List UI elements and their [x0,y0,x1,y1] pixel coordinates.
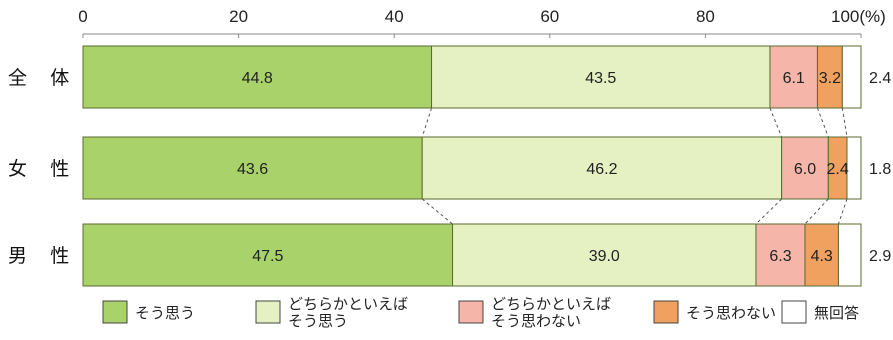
bar-segment [846,136,862,200]
legend: そう思う どちらかといえばそう思う どちらかといえばそう思わない そう思わない 無回答 [102,296,859,330]
data-label: 47.5 [252,248,283,265]
legend-swatch [102,300,128,324]
category-label: 女 性 [8,158,78,180]
connector-line [841,107,848,138]
data-label: 6.1 [783,70,805,87]
bar-segment [837,223,862,287]
bar-segment [452,223,757,287]
bar-segment [82,136,423,200]
category-label: 全 体 [8,67,78,89]
connector-line [755,198,782,225]
connector-line [769,107,783,138]
bar-segment [431,45,771,109]
x-tick-label: 20 [229,7,248,26]
bars [82,45,862,287]
connector-line [816,107,829,138]
data-label: 2.4 [869,70,891,87]
bar-segment [421,136,783,200]
data-label: 39.0 [589,248,620,265]
connector-line [837,198,848,225]
connector-line [421,107,433,138]
value-labels: 44.8 43.5 6.1 3.2 2.4 43.6 46.2 6.0 2.4 1.8 47.5 39… [237,70,891,265]
x-tick-label: 80 [696,7,715,26]
legend-swatch [653,300,679,324]
data-label: 6.0 [794,161,816,178]
connector-lines [421,107,848,225]
bar-segment [816,45,843,109]
connector-line [421,198,453,225]
x-tick-label: 40 [385,7,404,26]
data-label: 2.9 [869,248,891,265]
bar-segment [841,45,862,109]
data-label: 3.2 [819,70,841,87]
legend-label: そう思う [135,305,195,322]
legend-swatch [458,300,484,324]
data-label: 43.5 [585,70,616,87]
legend-label: そう思わない [686,305,776,322]
legend-label: どちらかといえばそう思わない [491,296,611,330]
category-label: 男 性 [8,245,78,267]
bar-segment [781,136,829,200]
data-label: 2.4 [827,161,849,178]
data-label: 44.8 [242,70,273,87]
x-tick-label: 0 [78,7,87,26]
connector-line [804,198,829,225]
bar-segment [804,223,839,287]
x-axis: 0 20 40 60 80 100(%) [78,7,886,38]
legend-label: どちらかといえばそう思う [288,296,408,330]
legend-swatch [255,300,281,324]
data-label: 4.3 [811,248,833,265]
bar-segment [769,45,818,109]
data-label: 6.3 [769,248,791,265]
data-label: 1.8 [869,161,891,178]
data-label: 46.2 [586,161,617,178]
data-label: 43.6 [237,161,268,178]
bar-segment [755,223,806,287]
x-tick-label: 100(%) [831,7,886,26]
row-labels: 全 体女 性男 性 [8,67,78,267]
x-tick-label: 60 [540,7,559,26]
legend-swatch [781,300,807,324]
legend-label: 無回答 [814,305,859,322]
